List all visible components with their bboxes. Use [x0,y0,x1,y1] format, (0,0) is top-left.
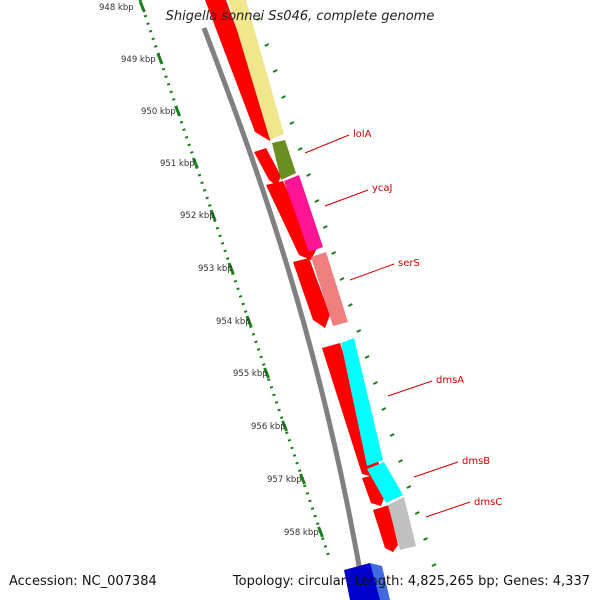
topology-label: Topology: circular; Length: 4,825,265 bp… [232,574,590,589]
outer-tick [331,251,337,255]
ruler-major-tick [317,526,324,538]
gene-label-lolA: lolA [353,129,372,140]
outer-tick [347,303,353,307]
ruler-major-tick [138,1,146,13]
cds-arrow [373,505,398,552]
outer-tick [381,407,387,411]
outer-tick [281,95,286,99]
cds-arrow [205,0,274,141]
label-leader-lolA [304,134,350,154]
genome-backbone [201,27,368,600]
outer-tick [423,537,429,541]
scale-label: 950 kbp [141,107,176,117]
outer-tick [406,485,412,489]
gene-labels: lolA ycaJ serS dmsA dmsB dmsC [304,129,502,518]
outer-tick [255,17,261,21]
outer-tick [264,43,270,47]
ruler-major-tick [281,420,288,432]
label-leader-dmsB [413,461,459,478]
outer-tick [322,225,328,229]
outer-tick [289,121,295,125]
outer-tick [398,459,403,463]
scale-label: 958 kbp [284,528,319,538]
ruler-major-tick [299,473,306,485]
outer-ruler-ticks [255,17,437,567]
cds-arrow [293,258,330,328]
cds-arrow [254,148,281,186]
ruler-major-tick [209,209,217,221]
outer-tick [364,355,370,359]
ruler-ticks [138,1,324,538]
cds-arrow [266,181,316,260]
scale-label: 956 kbp [251,422,286,432]
label-leader-dmsA [387,380,433,397]
gene-serS [311,252,348,326]
scale-label: 957 kbp [267,475,302,485]
outer-tick [414,511,420,515]
gene-label-dmsA: dmsA [436,375,464,386]
outer-tick [297,147,303,151]
gene-dmsA [341,338,383,466]
ruler-major-tick [227,262,235,274]
ruler-major-tick [245,315,253,327]
ruler-major-tick [174,105,182,117]
gene-label-dmsC: dmsC [474,497,502,508]
gene-label-dmsB: dmsB [462,456,490,467]
gene-ycaJ [284,175,323,252]
outer-tick [306,173,312,177]
scale-label: 953 kbp [198,264,233,274]
gene-dmsB [367,462,403,503]
gene-track [228,0,416,600]
outer-tick [372,381,378,385]
downstream-gene [344,563,384,600]
accession-label: Accession: NC_007384 [9,574,157,589]
ruler-major-tick [156,53,164,65]
genome-title: Shigella sonnei Ss046, complete genome [165,9,435,24]
scale-label: 948 kbp [99,3,134,13]
ruler-major-tick [191,157,199,169]
scale-label: 952 kbp [180,211,215,221]
outer-tick [272,69,278,73]
label-leader-serS [349,263,395,281]
gene-dmsC [388,497,416,550]
outer-tick [389,433,395,437]
label-leader-ycaJ [324,189,369,207]
ruler-major-tick [263,367,270,379]
scale-label: 951 kbp [160,159,195,169]
outer-tick [431,563,437,567]
label-leader-dmsC [425,501,471,518]
downstream-gene [370,563,390,600]
scale-label: 954 kbp [216,317,251,327]
outer-tick [339,277,345,281]
scale-label: 955 kbp [233,369,268,379]
scale-labels: 948 kbp 949 kbp 950 kbp 951 kbp 952 kbp … [99,3,319,538]
scale-label: 949 kbp [121,55,156,65]
gene-lolA [272,140,296,180]
outer-tick [314,199,320,203]
gene-label-serS: serS [398,258,420,269]
outer-tick [356,329,362,333]
gene-label-ycaJ: ycaJ [372,183,393,194]
upstream-gene [228,0,284,140]
